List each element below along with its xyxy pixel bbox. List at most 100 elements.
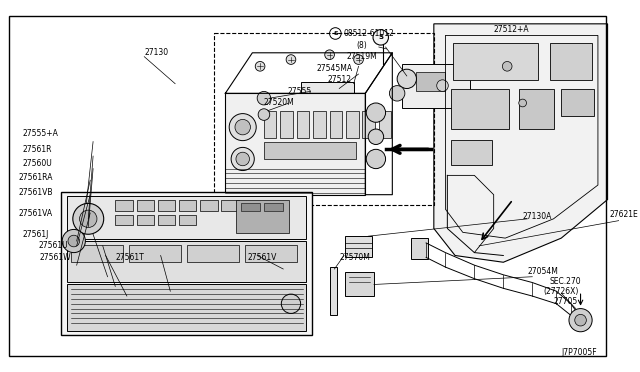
- Circle shape: [519, 99, 527, 107]
- Bar: [179, 215, 196, 225]
- Bar: [379, 111, 391, 138]
- Bar: [451, 89, 509, 129]
- Circle shape: [373, 30, 388, 45]
- Circle shape: [286, 55, 296, 64]
- Circle shape: [257, 92, 271, 105]
- Text: 27561W: 27561W: [40, 253, 72, 262]
- Bar: [236, 199, 289, 233]
- Circle shape: [255, 61, 265, 71]
- Bar: [214, 33, 434, 205]
- Bar: [411, 238, 428, 259]
- Bar: [136, 215, 154, 225]
- Text: 27561VB: 27561VB: [19, 188, 53, 197]
- Bar: [264, 142, 356, 159]
- Bar: [136, 199, 154, 211]
- Polygon shape: [434, 24, 607, 262]
- Bar: [179, 199, 196, 211]
- Bar: [561, 89, 594, 116]
- Text: 27621E: 27621E: [609, 211, 638, 219]
- Bar: [313, 111, 326, 138]
- Text: S: S: [378, 34, 383, 40]
- Text: 27130A: 27130A: [523, 212, 552, 221]
- Bar: [519, 89, 554, 129]
- Circle shape: [73, 203, 104, 234]
- Bar: [402, 64, 470, 108]
- Bar: [67, 241, 307, 282]
- Bar: [264, 203, 284, 211]
- Bar: [346, 111, 358, 138]
- Text: 27561U: 27561U: [38, 241, 68, 250]
- Text: (27726X): (27726X): [544, 287, 579, 296]
- Circle shape: [62, 230, 85, 253]
- Bar: [550, 43, 592, 80]
- Bar: [241, 203, 260, 211]
- Bar: [451, 140, 492, 165]
- Text: 27560U: 27560U: [22, 159, 52, 168]
- Circle shape: [569, 309, 592, 332]
- Text: 27561J: 27561J: [22, 230, 49, 239]
- Circle shape: [229, 113, 256, 141]
- Circle shape: [236, 152, 250, 166]
- Text: 27512+A: 27512+A: [493, 25, 529, 34]
- Bar: [129, 245, 181, 262]
- Bar: [158, 215, 175, 225]
- Circle shape: [436, 80, 448, 92]
- Circle shape: [354, 55, 364, 64]
- Bar: [453, 43, 538, 80]
- Circle shape: [575, 314, 586, 326]
- Text: 27519M: 27519M: [347, 52, 378, 61]
- Bar: [280, 111, 293, 138]
- Text: 27130: 27130: [144, 48, 168, 57]
- Bar: [362, 111, 375, 138]
- Circle shape: [79, 210, 97, 228]
- Bar: [330, 111, 342, 138]
- Circle shape: [502, 61, 512, 71]
- Circle shape: [324, 50, 335, 60]
- Text: S: S: [333, 31, 338, 36]
- Text: 27705: 27705: [554, 297, 578, 306]
- Text: 27512: 27512: [328, 75, 351, 84]
- Text: J7P7005F: J7P7005F: [561, 347, 597, 356]
- Circle shape: [389, 86, 405, 101]
- Bar: [330, 267, 337, 315]
- Circle shape: [231, 147, 254, 170]
- Bar: [158, 199, 175, 211]
- Bar: [115, 199, 132, 211]
- Bar: [345, 236, 372, 257]
- Text: 27054M: 27054M: [527, 267, 558, 276]
- Text: 27570M: 27570M: [339, 253, 370, 262]
- Bar: [417, 72, 445, 92]
- Bar: [221, 199, 239, 211]
- Circle shape: [235, 119, 250, 135]
- Bar: [345, 272, 374, 296]
- Bar: [225, 93, 365, 195]
- Bar: [67, 285, 307, 331]
- Text: 27561T: 27561T: [115, 253, 144, 262]
- Circle shape: [282, 294, 301, 314]
- Circle shape: [397, 69, 417, 89]
- Bar: [115, 215, 132, 225]
- Text: SEC.270: SEC.270: [550, 277, 581, 286]
- Circle shape: [68, 235, 79, 247]
- Bar: [297, 111, 309, 138]
- Text: (8): (8): [356, 41, 367, 49]
- Bar: [200, 199, 218, 211]
- Bar: [301, 82, 354, 93]
- Bar: [187, 245, 239, 262]
- Bar: [67, 196, 307, 239]
- Text: 27545MA: 27545MA: [316, 64, 352, 73]
- Text: 27520M: 27520M: [264, 99, 294, 108]
- Bar: [61, 192, 312, 335]
- Text: 27555+A: 27555+A: [22, 129, 58, 138]
- Circle shape: [366, 149, 385, 169]
- Bar: [264, 111, 276, 138]
- Circle shape: [368, 129, 383, 144]
- Circle shape: [258, 109, 269, 121]
- Text: 27555: 27555: [287, 87, 311, 96]
- Circle shape: [366, 103, 385, 122]
- Text: 08512-61012: 08512-61012: [343, 29, 394, 38]
- Text: 27561VA: 27561VA: [19, 209, 53, 218]
- Bar: [244, 245, 297, 262]
- Text: 27561R: 27561R: [22, 145, 52, 154]
- Bar: [71, 245, 123, 262]
